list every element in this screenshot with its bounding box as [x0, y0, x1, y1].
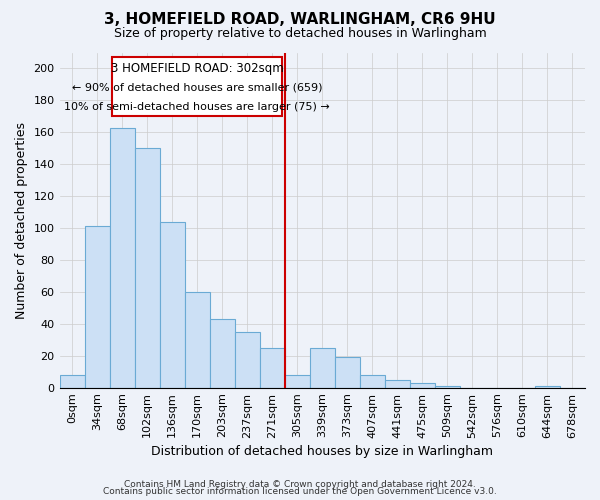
- Bar: [185, 292, 209, 388]
- Bar: [435, 386, 460, 388]
- FancyBboxPatch shape: [112, 58, 282, 116]
- Bar: [410, 383, 435, 388]
- Text: 3, HOMEFIELD ROAD, WARLINGHAM, CR6 9HU: 3, HOMEFIELD ROAD, WARLINGHAM, CR6 9HU: [104, 12, 496, 28]
- X-axis label: Distribution of detached houses by size in Warlingham: Distribution of detached houses by size …: [151, 444, 493, 458]
- Text: 3 HOMEFIELD ROAD: 302sqm: 3 HOMEFIELD ROAD: 302sqm: [111, 62, 284, 75]
- Bar: [235, 332, 260, 388]
- Bar: [160, 222, 185, 388]
- Bar: [209, 319, 235, 388]
- Text: ← 90% of detached houses are smaller (659): ← 90% of detached houses are smaller (65…: [72, 83, 322, 93]
- Text: Size of property relative to detached houses in Warlingham: Size of property relative to detached ho…: [113, 28, 487, 40]
- Y-axis label: Number of detached properties: Number of detached properties: [15, 122, 28, 318]
- Bar: [285, 375, 310, 388]
- Bar: [385, 380, 410, 388]
- Text: Contains public sector information licensed under the Open Government Licence v3: Contains public sector information licen…: [103, 488, 497, 496]
- Bar: [335, 358, 360, 388]
- Bar: [260, 348, 285, 388]
- Text: 10% of semi-detached houses are larger (75) →: 10% of semi-detached houses are larger (…: [64, 102, 330, 112]
- Bar: [310, 348, 335, 388]
- Text: Contains HM Land Registry data © Crown copyright and database right 2024.: Contains HM Land Registry data © Crown c…: [124, 480, 476, 489]
- Bar: [85, 226, 110, 388]
- Bar: [535, 386, 560, 388]
- Bar: [110, 128, 134, 388]
- Bar: [59, 375, 85, 388]
- Bar: [134, 148, 160, 388]
- Bar: [360, 375, 385, 388]
